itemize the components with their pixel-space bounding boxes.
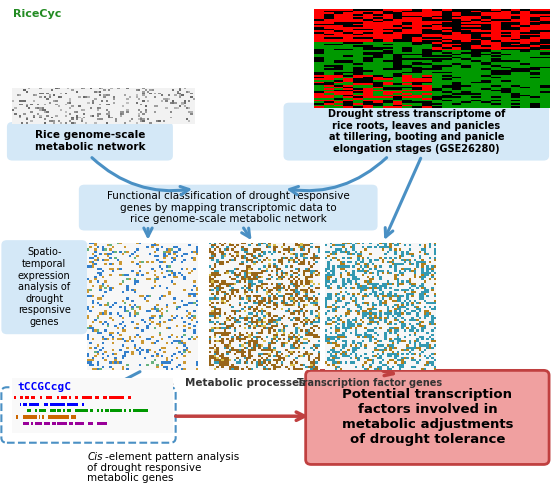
Text: RiceCyc: RiceCyc (13, 9, 62, 18)
Text: Transcription factor genes: Transcription factor genes (297, 379, 442, 388)
Text: -element pattern analysis: -element pattern analysis (105, 452, 239, 462)
Text: Spatio-
temporal
expression
analysis of
drought
responsive
genes: Spatio- temporal expression analysis of … (18, 247, 71, 327)
FancyBboxPatch shape (306, 370, 549, 465)
Text: Metabolic genes: Metabolic genes (77, 379, 174, 388)
Text: Functional classification of drought responsive
genes by mapping transcriptomic : Functional classification of drought res… (107, 191, 350, 224)
Text: Rice genome-scale
metabolic network: Rice genome-scale metabolic network (34, 130, 145, 152)
FancyBboxPatch shape (284, 103, 549, 160)
Text: Cis: Cis (87, 452, 103, 462)
Text: metabolic genes: metabolic genes (87, 473, 173, 484)
FancyBboxPatch shape (1, 387, 176, 443)
Text: of drought responsive: of drought responsive (87, 463, 201, 473)
Text: Drought stress transcriptome of
rice roots, leaves and panicles
at tillering, bo: Drought stress transcriptome of rice roo… (327, 109, 505, 154)
Text: Potential transcription
factors involved in
metabolic adjustments
of drought tol: Potential transcription factors involved… (341, 388, 513, 447)
Text: Metabolic processes: Metabolic processes (185, 379, 305, 388)
FancyBboxPatch shape (79, 185, 378, 230)
FancyBboxPatch shape (1, 240, 87, 334)
FancyBboxPatch shape (7, 122, 173, 160)
